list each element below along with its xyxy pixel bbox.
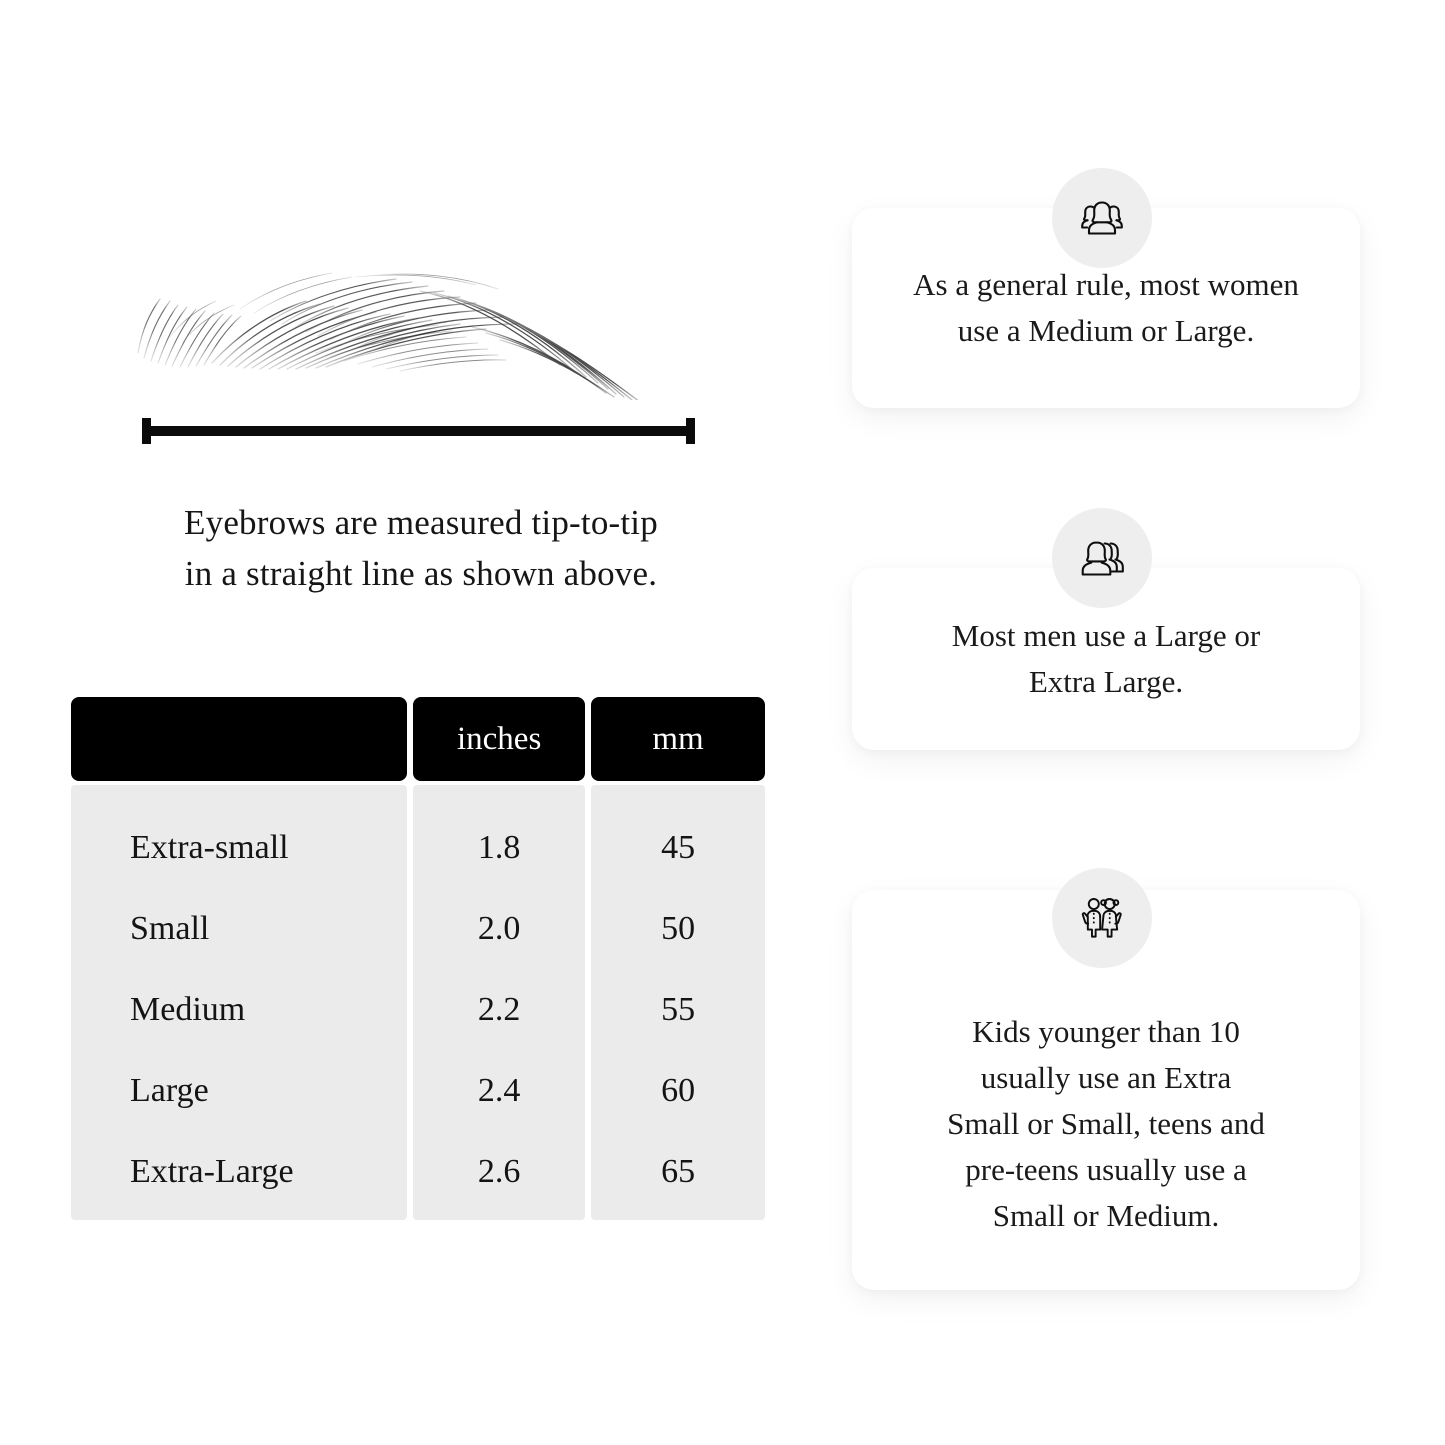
table-cell-inches: 1.8: [477, 828, 521, 866]
card-line: As a general rule, most women: [913, 267, 1299, 303]
women-group-icon-badge: [1052, 168, 1152, 268]
table-cell-size: Large: [130, 1071, 209, 1109]
table-cell-mm: 50: [661, 909, 696, 947]
women-group-icon: [1074, 190, 1130, 246]
info-card-men: Most men use a Large or Extra Large.: [852, 568, 1360, 750]
table-cell-inches: 2.2: [477, 990, 521, 1028]
kids-pair-icon: [1075, 891, 1129, 945]
men-group-icon: [1074, 530, 1130, 586]
table-cell-mm: 55: [661, 990, 696, 1028]
right-column: As a general rule, most women use a Medi…: [800, 0, 1445, 1445]
info-card-men-text: Most men use a Large or Extra Large.: [952, 613, 1261, 705]
caption-line-1: Eyebrows are measured tip-to-tip: [184, 503, 658, 542]
eyebrow-illustration: [120, 225, 720, 400]
table-cell-inches: 2.6: [477, 1152, 521, 1190]
card-line: Kids younger than 10: [972, 1014, 1240, 1050]
table-cell-size: Small: [130, 909, 210, 947]
kids-pair-icon-badge: [1052, 868, 1152, 968]
men-group-icon-badge: [1052, 508, 1152, 608]
card-line: usually use an Extra: [980, 1060, 1232, 1096]
table-cell-mm: 45: [661, 828, 696, 866]
card-line: Most men use a Large or: [951, 618, 1261, 654]
table-cell-inches: 2.4: [477, 1071, 521, 1109]
card-line: Small or Medium.: [992, 1197, 1220, 1233]
table-cell-mm: 65: [661, 1152, 696, 1190]
table-column-inches: 1.8 2.0 2.2 2.4 2.6: [413, 785, 586, 1220]
info-card-women-text: As a general rule, most women use a Medi…: [913, 262, 1299, 354]
table-header-mm: mm: [591, 697, 765, 781]
card-line: pre-teens usually use a: [965, 1151, 1247, 1187]
info-card-kids: Kids younger than 10 usually use an Extr…: [852, 890, 1360, 1290]
table-cell-size: Extra-Large: [130, 1152, 294, 1190]
size-table: inches mm Extra-small Small Medium Large…: [71, 697, 765, 1220]
info-card-kids-text: Kids younger than 10 usually use an Extr…: [947, 941, 1265, 1238]
table-column-mm: 45 50 55 60 65: [591, 785, 765, 1220]
table-body: Extra-small Small Medium Large Extra-Lar…: [71, 785, 765, 1220]
table-cell-inches: 2.0: [477, 909, 521, 947]
card-line: use a Medium or Large.: [957, 313, 1255, 348]
card-line: Extra Large.: [1028, 664, 1184, 699]
card-line: Small or Small, teens and: [947, 1106, 1265, 1142]
table-cell-size: Extra-small: [130, 828, 289, 866]
measurement-bar: [142, 415, 695, 447]
table-column-size: Extra-small Small Medium Large Extra-Lar…: [71, 785, 408, 1220]
table-header-size: [71, 697, 408, 781]
table-header-inches: inches: [413, 697, 586, 781]
table-cell-size: Medium: [130, 990, 246, 1028]
table-cell-mm: 60: [661, 1071, 696, 1109]
measurement-caption: Eyebrows are measured tip-to-tip in a st…: [71, 498, 771, 600]
left-column: Eyebrows are measured tip-to-tip in a st…: [71, 225, 771, 1220]
table-header-row: inches mm: [71, 697, 765, 781]
caption-line-2: in a straight line as shown above.: [184, 553, 658, 593]
